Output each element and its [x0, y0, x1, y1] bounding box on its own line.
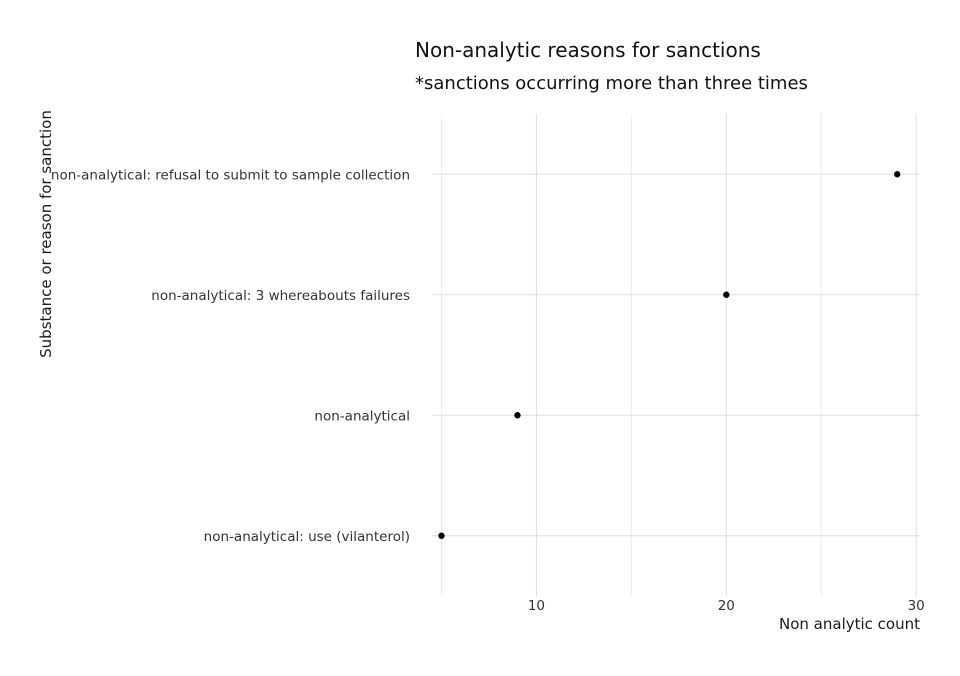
y-tick-label: non-analytical — [314, 408, 410, 424]
y-tick-label: non-analytical: refusal to submit to sam… — [51, 167, 410, 183]
x-tick-label: 30 — [908, 598, 925, 614]
tick-label-layer: 10 20 30 non-analytical: refusal to submit … — [51, 167, 925, 614]
y-tick-label: non-analytical: 3 whereabouts failures — [151, 288, 410, 304]
chart-subtitle: *sanctions occurring more than three tim… — [415, 73, 808, 94]
grid-layer — [432, 114, 920, 596]
y-tick-label: non-analytical: use (vilanterol) — [204, 529, 410, 545]
data-point — [514, 412, 521, 419]
data-point — [438, 532, 445, 539]
x-axis-title: Non analytic count — [779, 615, 920, 633]
y-axis-title: Substance or reason for sanction — [37, 110, 55, 358]
data-point — [723, 291, 730, 298]
data-point — [894, 171, 901, 178]
x-tick-label: 20 — [718, 598, 735, 614]
chart-title: Non-analytic reasons for sanctions — [415, 38, 761, 62]
x-tick-label: 10 — [528, 598, 545, 614]
point-layer — [438, 171, 901, 539]
